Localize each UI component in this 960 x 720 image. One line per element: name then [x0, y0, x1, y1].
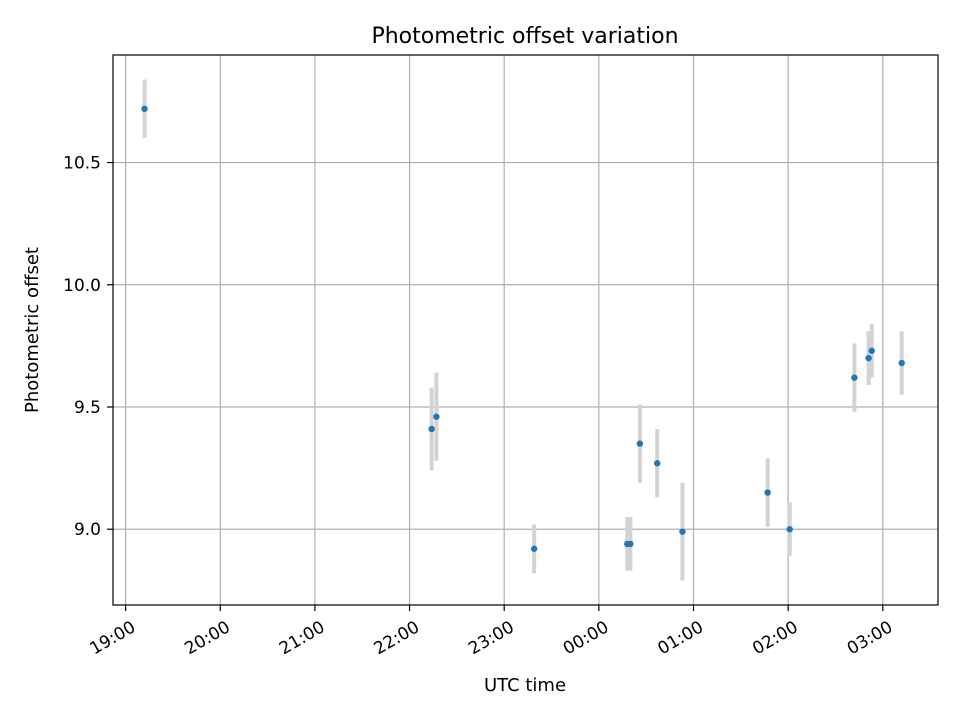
grid-lines — [113, 55, 938, 605]
data-point — [654, 460, 661, 467]
y-tick-label: 9.0 — [74, 520, 101, 540]
data-points — [141, 105, 905, 552]
x-axis-label: UTC time — [484, 675, 566, 696]
data-point — [868, 347, 875, 354]
data-point — [530, 545, 538, 552]
data-point — [428, 425, 435, 433]
data-point — [627, 540, 634, 548]
y-tick-label: 10.0 — [63, 276, 101, 296]
data-point — [679, 528, 686, 535]
y-axis-ticks: 9.0 9.5 10.0 10.5 — [63, 154, 113, 540]
data-point — [898, 359, 905, 367]
data-point — [141, 105, 148, 112]
y-tick-label: 9.5 — [74, 398, 101, 418]
data-point — [764, 489, 771, 496]
data-point — [865, 354, 872, 362]
data-point — [433, 413, 440, 420]
chart-title: Photometric offset variation — [371, 24, 678, 49]
data-point — [851, 374, 858, 381]
y-tick-label: 10.5 — [63, 154, 101, 174]
data-point — [786, 526, 793, 533]
data-point — [636, 440, 644, 447]
y-axis-label: Photometric offset — [22, 247, 43, 413]
plot-area-frame — [112, 54, 939, 606]
